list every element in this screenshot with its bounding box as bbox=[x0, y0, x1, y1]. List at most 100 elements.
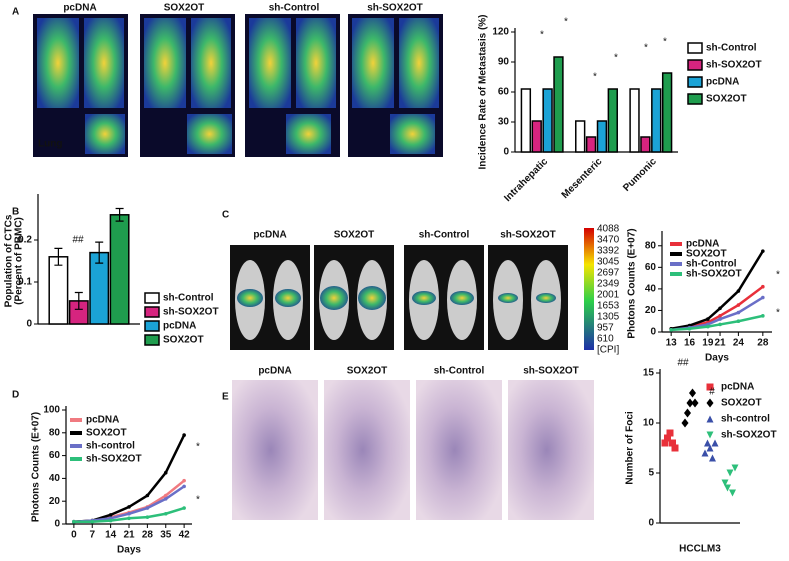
point bbox=[145, 506, 150, 510]
panel-letter: D bbox=[12, 390, 19, 401]
y-axis-label: Number of Foci bbox=[625, 411, 636, 485]
y-tick-label: 40 bbox=[645, 284, 657, 295]
point bbox=[108, 513, 113, 517]
y-tick-label: 60 bbox=[645, 262, 657, 273]
x-tick-label: 0 bbox=[71, 530, 77, 541]
colorbar-label: [CPI] bbox=[597, 345, 619, 356]
colorbar-label: 3392 bbox=[597, 246, 620, 257]
panel-letter: B bbox=[12, 207, 19, 218]
image bbox=[358, 286, 386, 310]
point bbox=[669, 328, 673, 332]
image bbox=[390, 114, 435, 154]
x-tick-label: 24 bbox=[733, 338, 745, 349]
bar bbox=[596, 120, 608, 153]
point bbox=[736, 310, 741, 315]
point bbox=[684, 408, 691, 418]
x-tick-label: 21 bbox=[714, 338, 726, 349]
image-label: pcDNA bbox=[253, 230, 286, 241]
image bbox=[84, 18, 124, 108]
point bbox=[666, 429, 674, 437]
point bbox=[163, 511, 168, 516]
y-tick-label: 60 bbox=[49, 450, 61, 461]
legend-label: sh-control bbox=[721, 414, 770, 425]
x-tick-label: 7 bbox=[89, 530, 95, 541]
image bbox=[237, 289, 263, 307]
panel-letter: A bbox=[12, 7, 19, 18]
point bbox=[736, 303, 741, 307]
point bbox=[182, 484, 186, 489]
x-tick-label: Intrahepatic bbox=[502, 156, 550, 204]
annotation: * bbox=[614, 53, 618, 64]
legend-label: SOX2OT bbox=[163, 335, 204, 346]
point bbox=[681, 418, 689, 428]
point bbox=[706, 324, 710, 329]
annotation: * bbox=[776, 308, 780, 319]
point bbox=[731, 464, 739, 472]
bar bbox=[607, 88, 618, 153]
legend-label: pcDNA bbox=[706, 77, 739, 88]
legend-label: sh-SOX2OT bbox=[686, 269, 742, 280]
legend-label: sh-Control bbox=[163, 293, 214, 304]
y-tick-label: 0 bbox=[503, 147, 509, 158]
line bbox=[670, 250, 764, 330]
point bbox=[163, 470, 168, 475]
colorbar-label: 957 bbox=[597, 323, 614, 334]
point bbox=[182, 433, 186, 437]
point bbox=[127, 511, 131, 516]
legend-swatch bbox=[687, 76, 703, 88]
image bbox=[399, 18, 439, 108]
annotation: * bbox=[540, 30, 544, 41]
error-bar bbox=[74, 291, 83, 310]
annotation: * bbox=[564, 17, 568, 28]
legend-label: sh-SOX2OT bbox=[721, 430, 777, 441]
y-tick-label: 20 bbox=[645, 305, 657, 316]
annotation: ## bbox=[677, 358, 689, 369]
point bbox=[182, 478, 186, 483]
legend-swatch bbox=[687, 42, 703, 54]
image-label: sh-SOX2OT bbox=[500, 230, 556, 241]
y-tick-label: 80 bbox=[645, 240, 657, 251]
annotation: ## bbox=[72, 235, 84, 246]
colorbar-label: 4088 bbox=[597, 224, 620, 235]
bar bbox=[640, 136, 651, 153]
image bbox=[249, 18, 291, 108]
image bbox=[275, 289, 301, 307]
point bbox=[718, 322, 722, 327]
point bbox=[724, 484, 731, 492]
legend-swatch bbox=[144, 334, 160, 346]
y-tick-label: 0 bbox=[26, 319, 32, 330]
image-label: pcDNA bbox=[258, 366, 291, 377]
point bbox=[718, 317, 722, 321]
annotation: * bbox=[196, 442, 200, 453]
image bbox=[286, 114, 331, 154]
annotation: * bbox=[593, 72, 597, 83]
x-tick-label: 42 bbox=[179, 530, 191, 541]
point bbox=[726, 469, 734, 477]
error-bar bbox=[115, 207, 124, 222]
bar bbox=[575, 120, 586, 153]
image bbox=[191, 18, 231, 108]
panel-e-images bbox=[232, 380, 594, 520]
x-tick-label: 35 bbox=[160, 530, 172, 541]
point bbox=[761, 284, 765, 289]
bar bbox=[585, 136, 597, 153]
point bbox=[706, 317, 710, 321]
legend-swatch bbox=[706, 398, 714, 408]
x-tick-label: 16 bbox=[684, 338, 696, 349]
y-tick-label: 10 bbox=[643, 418, 655, 429]
x-tick-label: 14 bbox=[105, 530, 117, 541]
point bbox=[711, 439, 719, 447]
point bbox=[72, 519, 76, 524]
x-tick-label: 19 bbox=[702, 338, 714, 349]
point bbox=[691, 398, 699, 408]
point bbox=[108, 518, 113, 523]
legend-swatch bbox=[706, 415, 714, 423]
legend-swatch bbox=[144, 292, 160, 304]
bar bbox=[651, 88, 662, 153]
point bbox=[127, 505, 131, 509]
point bbox=[761, 249, 765, 253]
legend-swatch bbox=[144, 320, 160, 332]
y-tick-label: 0.1 bbox=[18, 277, 32, 288]
y-tick-label: 40 bbox=[49, 473, 61, 484]
point bbox=[687, 326, 692, 331]
